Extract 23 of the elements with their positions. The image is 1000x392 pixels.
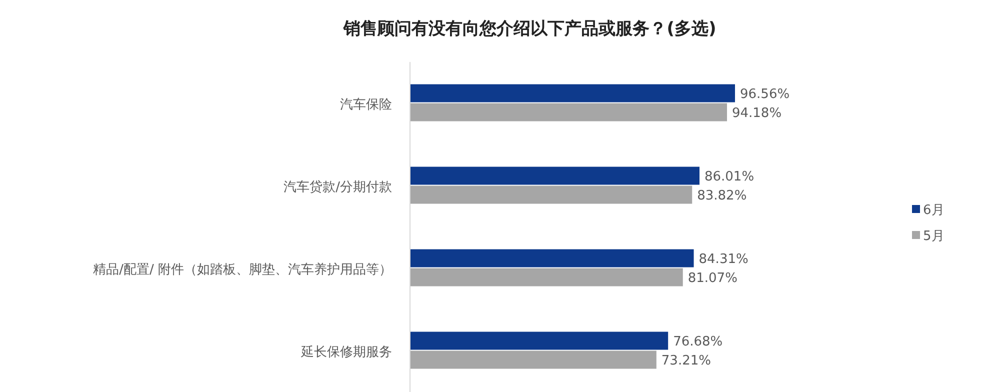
bar bbox=[410, 166, 700, 185]
chart-title: 销售顾问有没有向您介绍以下产品或服务？(多选) bbox=[342, 19, 716, 39]
y-tick-label: 精品/配置/ 附件（如踏板、脚垫、汽车养护用品等） bbox=[93, 261, 392, 278]
bar bbox=[410, 268, 683, 286]
bar bbox=[410, 350, 656, 369]
data-label: 86.01% bbox=[704, 169, 754, 184]
legend-label: 5月 bbox=[923, 229, 944, 244]
bar bbox=[410, 332, 668, 350]
y-tick-label: 汽车贷款/分期付款 bbox=[284, 180, 392, 195]
bar bbox=[410, 103, 727, 122]
data-label: 76.68% bbox=[673, 334, 723, 350]
data-label: 84.31% bbox=[698, 252, 748, 267]
y-tick-label: 汽车保险 bbox=[340, 97, 392, 112]
bar bbox=[410, 84, 735, 102]
data-label: 94.18% bbox=[732, 106, 782, 121]
legend-label: 6月 bbox=[923, 203, 944, 218]
data-label: 96.56% bbox=[740, 86, 790, 102]
data-label: 83.82% bbox=[697, 188, 747, 204]
bar bbox=[410, 249, 694, 268]
bar bbox=[410, 186, 692, 204]
data-label: 73.21% bbox=[661, 353, 711, 368]
data-label: 81.07% bbox=[688, 270, 738, 286]
y-tick-label: 延长保修期服务 bbox=[300, 344, 392, 360]
